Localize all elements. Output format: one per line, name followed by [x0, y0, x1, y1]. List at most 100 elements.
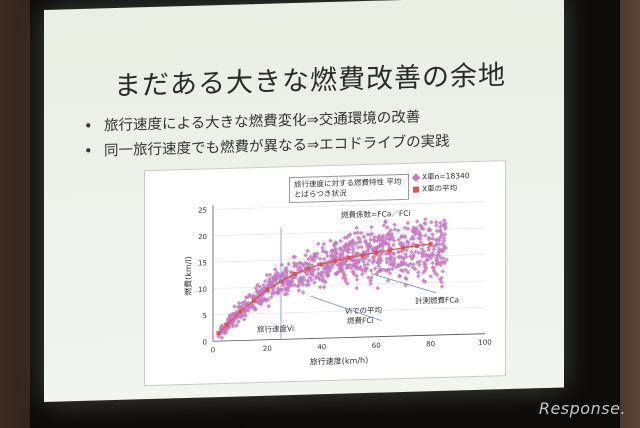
- scatter-point: [404, 276, 409, 282]
- scatter-point: [284, 286, 290, 292]
- scatter-point: [350, 269, 356, 274]
- scatter-point: [269, 294, 274, 300]
- average-pointer-line: [310, 295, 382, 322]
- scatter-point: [302, 269, 308, 275]
- scatter-point: [232, 304, 237, 309]
- scatter-point: [260, 293, 265, 298]
- scatter-point: [436, 246, 442, 251]
- scatter-point: [352, 258, 357, 263]
- scatter-point: [421, 270, 426, 275]
- scatter-point: [263, 278, 268, 284]
- scatter-point: [276, 291, 281, 296]
- scatter-point: [421, 249, 427, 254]
- scatter-point: [368, 268, 374, 273]
- scatter-point: [437, 237, 442, 243]
- scatter-point: [357, 266, 362, 271]
- scatter-point: [405, 220, 411, 226]
- scatter-point: [303, 253, 308, 258]
- scatter-point: [266, 303, 272, 309]
- bullet-text: 旅行速度による大きな燃費変化⇒交通環境の改善: [104, 109, 421, 135]
- scatter-point: [298, 275, 303, 280]
- scatter-point: [416, 270, 421, 275]
- scatter-point: [321, 256, 327, 262]
- scatter-point: [301, 275, 306, 280]
- scatter-point: [398, 267, 404, 273]
- x-tick-label: 20: [263, 345, 272, 353]
- scatter-point: [226, 315, 232, 321]
- scatter-point: [292, 282, 298, 288]
- mean-point: [265, 287, 270, 292]
- scatter-point: [344, 254, 350, 259]
- scatter-point: [289, 270, 294, 275]
- scatter-point: [429, 236, 435, 241]
- scatter-point: [333, 250, 338, 256]
- scatter-point: [381, 267, 387, 273]
- scatter-point: [402, 234, 408, 240]
- scatter-point: [410, 265, 415, 270]
- scatter-point: [405, 226, 411, 231]
- scatter-point: [311, 258, 317, 263]
- scatter-point: [396, 263, 402, 269]
- mean-point: [387, 248, 392, 253]
- mean-point: [306, 266, 311, 271]
- scatter-point: [376, 260, 381, 266]
- scatter-point: [423, 233, 428, 238]
- bullet-text: 同一旅行速度でも燃費が異なる⇒エコドライブの実践: [104, 133, 450, 160]
- scatter-point: [441, 218, 447, 223]
- scatter-point: [316, 241, 321, 247]
- scatter-point: [402, 225, 408, 231]
- scatter-point: [403, 251, 408, 257]
- scatter-point: [312, 280, 317, 285]
- scatter-point: [434, 223, 439, 228]
- slide-title: まだある大きな燃費改善の余地: [114, 60, 506, 103]
- chart-title: 旅行速度に対する燃費特性 平均とばらつき状況: [289, 173, 409, 204]
- scatter-point: [255, 282, 260, 288]
- scatter-point: [411, 236, 416, 241]
- scatter-point: [434, 228, 440, 234]
- scatter-point: [230, 311, 235, 317]
- scatter-point: [364, 266, 369, 272]
- scatter-point: [321, 270, 326, 275]
- scatter-point: [382, 239, 387, 244]
- scatter-point: [410, 254, 416, 260]
- scatter-point: [386, 267, 392, 272]
- scatter-point: [257, 284, 263, 289]
- scatter-point: [443, 226, 448, 231]
- scatter-point: [310, 272, 316, 278]
- scatter-point: [286, 261, 291, 267]
- scatter-point: [391, 238, 397, 243]
- scatter-point: [327, 268, 332, 273]
- scatter-point: [397, 274, 403, 279]
- scatter-point: [366, 243, 372, 248]
- scatter-point: [239, 300, 245, 306]
- scatter-point: [376, 263, 381, 269]
- scatter-point: [387, 256, 393, 261]
- scatter-point: [365, 262, 371, 267]
- scatter-point: [297, 265, 303, 270]
- scatter-point: [432, 270, 438, 276]
- scatter-point: [421, 278, 426, 283]
- scatter-point: [380, 247, 385, 253]
- scatter-point: [383, 241, 388, 246]
- scatter-point: [349, 244, 355, 249]
- scatter-point: [352, 230, 358, 236]
- scatter-point: [264, 272, 270, 278]
- scatter-point: [340, 262, 345, 267]
- response-watermark-logo: Response.: [538, 399, 626, 418]
- scatter-point: [322, 265, 327, 270]
- scatter-point: [252, 295, 258, 300]
- scatter-point: [392, 227, 398, 232]
- x-tick-label: 100: [478, 338, 491, 346]
- scatter-point: [259, 298, 265, 303]
- scatter-point: [420, 226, 426, 232]
- scatter-point: [306, 256, 311, 262]
- scatter-point: [416, 273, 421, 279]
- scatter-point: [417, 236, 423, 242]
- scatter-point: [410, 228, 415, 234]
- scatter-point: [364, 240, 369, 246]
- scatter-point: [364, 248, 370, 254]
- scatter-point: [304, 272, 310, 277]
- scatter-point: [434, 272, 440, 277]
- annotation-envelope: 燃費係数=FCa／FCi: [341, 208, 411, 220]
- scatter-point: [267, 272, 273, 278]
